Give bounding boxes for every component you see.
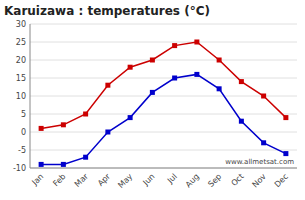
x-tick-label: Feb: [51, 172, 67, 188]
marker: [239, 119, 244, 124]
x-tick-label: Aug: [184, 172, 201, 189]
grid-line: [30, 42, 297, 43]
grid: [30, 24, 297, 168]
grid-line: [30, 60, 297, 61]
y-axis: [30, 24, 31, 168]
y-tick-label: 5: [21, 110, 26, 119]
title: Karuizawa : temperatures (°C): [4, 4, 210, 18]
marker: [217, 86, 222, 91]
marker: [39, 162, 44, 167]
marker: [172, 76, 177, 81]
y-tick-label: -10: [13, 164, 26, 173]
marker: [61, 162, 66, 167]
y-tick-label: 30: [16, 20, 26, 29]
chart: Karuizawa : temperatures (°C) -10 -5 0 5 10 15…: [0, 0, 305, 200]
marker: [172, 43, 177, 48]
x-tick-label: Jul: [165, 172, 179, 186]
y-tick-label: -5: [18, 146, 26, 155]
x-tick-label: Jun: [141, 172, 157, 188]
marker: [217, 58, 222, 63]
x-tick-label: Mar: [73, 171, 91, 189]
grid-line: [30, 78, 297, 79]
marker: [194, 40, 199, 45]
grid-line: [30, 132, 297, 133]
marker: [83, 112, 88, 117]
marker: [150, 90, 155, 95]
y-tick-label: 15: [16, 74, 26, 83]
marker: [283, 115, 288, 120]
grid-line: [30, 150, 297, 151]
x-axis: [30, 168, 297, 169]
x-tick-label: Sep: [206, 172, 223, 189]
x-tick-label: Dec: [273, 172, 290, 189]
marker: [105, 83, 110, 88]
y-tick-label: 0: [21, 128, 26, 137]
marker: [150, 58, 155, 63]
y-tick-label: 10: [16, 92, 26, 101]
marker: [61, 122, 66, 127]
line: [41, 74, 286, 164]
marker: [128, 65, 133, 70]
marker: [283, 151, 288, 156]
marker: [105, 130, 110, 135]
y-tick-label: 20: [16, 56, 26, 65]
marker: [194, 72, 199, 77]
plot-area: [39, 40, 289, 167]
x-tick-label: Oct: [229, 172, 245, 188]
marker: [261, 94, 266, 99]
marker: [128, 115, 133, 120]
grid-line: [30, 96, 297, 97]
x-tick-label: Apr: [96, 171, 113, 188]
grid-line: [30, 114, 297, 115]
watermark: www.allmetsat.com: [225, 158, 294, 166]
grid-line: [30, 24, 297, 25]
x-tick-label: Nov: [250, 172, 268, 190]
marker: [83, 155, 88, 160]
marker: [39, 126, 44, 131]
y-tick-label: 25: [16, 38, 26, 47]
marker: [261, 140, 266, 145]
x-tick-label: May: [116, 172, 134, 190]
x-tick-label: Jan: [30, 172, 46, 188]
marker: [239, 79, 244, 84]
grid-line: [30, 168, 297, 169]
